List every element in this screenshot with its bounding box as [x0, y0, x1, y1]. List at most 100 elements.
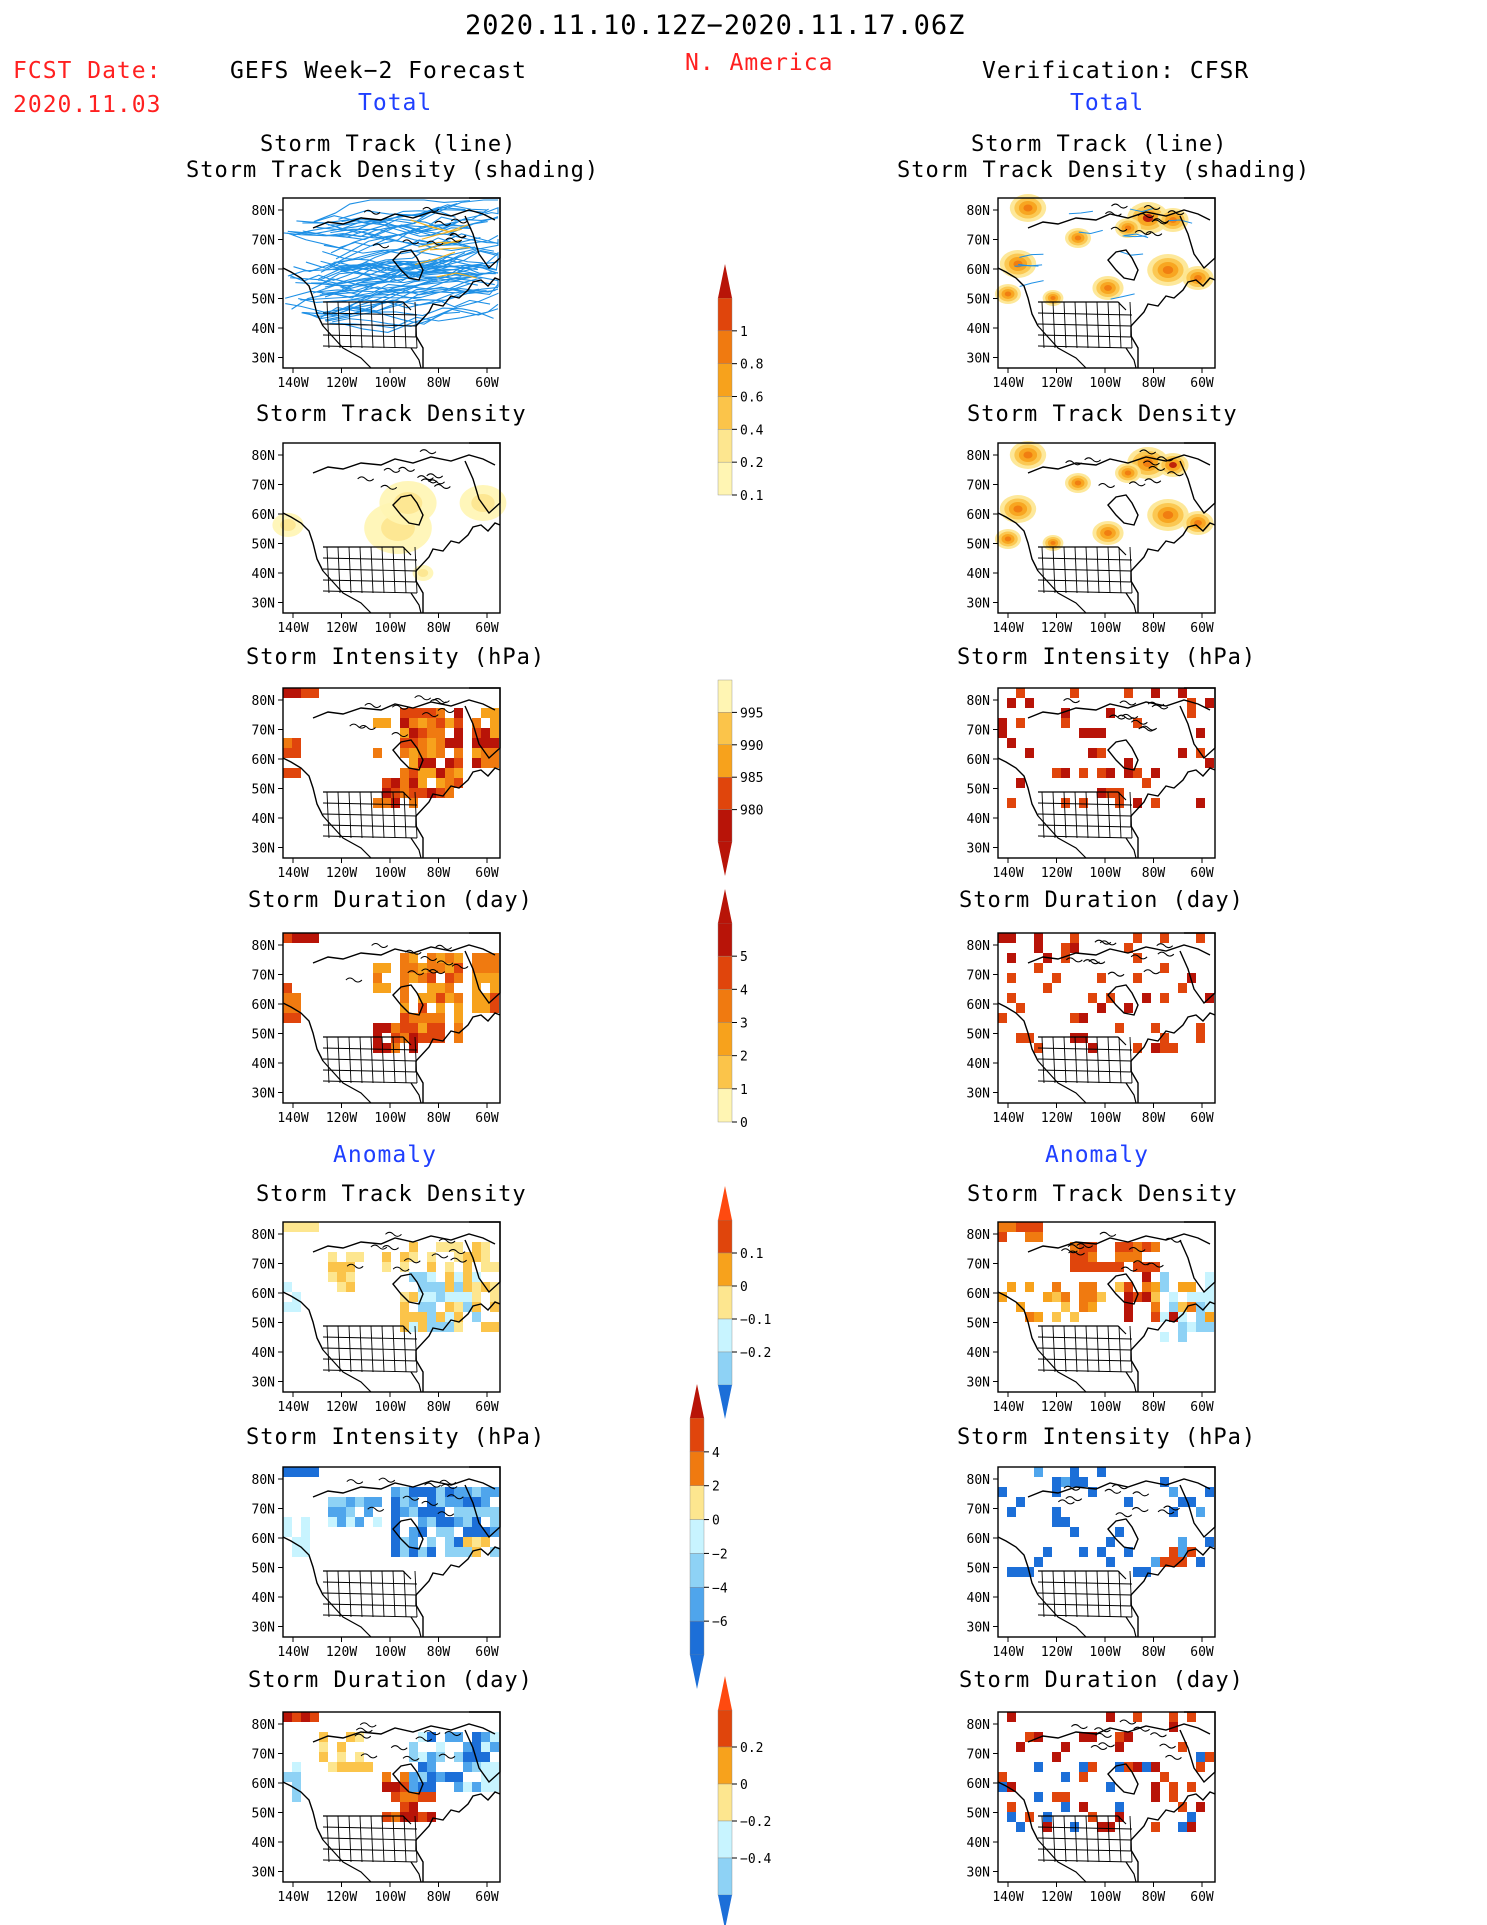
panel-r1-cfsr-hudson-bay [1107, 494, 1139, 526]
panel-r6-gefs-cell-37 [418, 1812, 427, 1822]
panel-r4-cfsr-cell-8 [1070, 1242, 1079, 1252]
panel-r4-gefs-cell-0 [283, 1222, 292, 1232]
panel-r2-cfsr-cell-45 [1061, 718, 1070, 728]
panel-r1-gefs-lon-label-1: 120W [326, 621, 357, 636]
panel-r4-gefs-cell-97 [463, 1302, 472, 1312]
intensity-total-arrow-bottom [718, 842, 732, 876]
panel-r2-gefs-cell-31 [454, 728, 463, 738]
panel-r3-gefs-island-7 [420, 956, 438, 962]
intensity-total-seg-1 [717, 712, 733, 746]
intensity-total-seg-4 [717, 809, 733, 843]
panel-r4-gefs-cell-21 [472, 1242, 481, 1252]
colorbar-density-anom: 0.1 0 −0.1 −0.2 [717, 1186, 771, 1419]
panel-r3-gefs-cell-86 [400, 1023, 409, 1033]
panel-r2-cfsr-island-1 [1131, 719, 1148, 725]
panel-r3-cfsr-state-v-1 [1052, 1036, 1056, 1084]
density-anom-arrow-top [718, 1186, 732, 1220]
panel-r6-cfsr-island-6 [1150, 1732, 1167, 1738]
panel-r4-cfsr-cell-94 [1196, 1322, 1205, 1332]
panel-r0-gefs-hltrack-6 [436, 272, 477, 279]
panel-r4-gefs-island-8 [450, 1257, 467, 1263]
panel-r5-gefs-mexico [322, 1594, 372, 1638]
panel-r6-cfsr-cell-28 [1151, 1792, 1160, 1802]
panel-r1-gefs-island-4 [357, 476, 375, 482]
panel-r4-gefs-cell-2 [301, 1222, 310, 1232]
panel-r6-gefs-cell-80 [481, 1782, 490, 1792]
panel-r5-cfsr-lat-label-3: 50N [967, 1562, 990, 1577]
panel-r5-cfsr-cell-19 [1097, 1467, 1106, 1477]
panel-r6-cfsr-cell-18 [1034, 1732, 1043, 1742]
panel-r5-gefs-cell-64 [436, 1527, 445, 1537]
panel-r1-gefs-lat-label-5: 30N [252, 597, 275, 612]
panel-r5-cfsr-lat-label-1: 70N [967, 1503, 990, 1518]
panel-r2-cfsr-cell-23 [1025, 698, 1034, 708]
density-total-seg-3 [717, 396, 733, 430]
panel-r5-gefs-island-9 [439, 1479, 457, 1485]
panel-r2-gefs-cell-49 [454, 758, 463, 768]
panel-r5-cfsr-cell-37 [1205, 1487, 1214, 1497]
panel-r3-cfsr-island-7 [1065, 957, 1083, 963]
panel-r5-cfsr-cell-6 [1052, 1487, 1061, 1497]
panel-r4-gefs-cell-108 [292, 1302, 301, 1312]
panel-r4-gefs-state-h-1 [322, 1347, 418, 1351]
intensity-total-seg-0 [717, 679, 733, 713]
panel-r2-gefs-cell-18 [454, 708, 463, 718]
panel-r3-cfsr-arctic-coastline [1027, 944, 1211, 964]
panel-r2-cfsr-cell-1 [1016, 718, 1025, 728]
panel-r6-cfsr-cell-68 [1007, 1812, 1016, 1822]
panel-r5-cfsr-cell-28 [1052, 1507, 1061, 1517]
panel-r5-cfsr-cell-29 [1088, 1487, 1097, 1497]
panel-r0-cfsr-lon-label-1: 120W [1041, 376, 1072, 391]
panel-r2-gefs-cell-1 [292, 688, 301, 698]
panel-r5-cfsr-cell-30 [1124, 1497, 1133, 1507]
panel-r6-gefs-cell-36 [409, 1812, 418, 1822]
panel-r6-gefs-state-h-1 [322, 1837, 418, 1841]
panel-r0-cfsr-density-blob-1-3 [1142, 214, 1154, 222]
panel-r3-cfsr-lat-label-3: 50N [967, 1028, 990, 1043]
panel-r6-cfsr-cell-16 [1169, 1712, 1178, 1722]
panel-r0-gefs-state-h-3 [322, 345, 418, 349]
panel-r6-gefs-border-line [323, 1815, 412, 1825]
panel-r5-gefs-arctic-coastline [312, 1478, 496, 1498]
panel-r3-gefs-state-h-3 [322, 1080, 418, 1084]
panel-r6-cfsr-cell-67 [1196, 1752, 1205, 1762]
panel-r0-gefs-track-63 [287, 253, 452, 277]
panel-r0-gefs-island-1 [402, 239, 420, 245]
panel-r6-cfsr-state-v-0 [1041, 1815, 1045, 1863]
panel-r4-cfsr-island-7 [1068, 1250, 1085, 1256]
panel-r3-cfsr-cell-41 [1196, 1023, 1205, 1033]
panel-r3-cfsr-island-5 [1156, 943, 1174, 949]
panel-r4-gefs-frame [282, 1221, 501, 1393]
panel-r1-gefs-island-3 [419, 449, 437, 455]
panel-r2-cfsr-cell-49 [1151, 798, 1160, 808]
panel-title-density-right: Storm Track Density [967, 402, 1238, 427]
panel-r3-cfsr-cell-15 [1007, 993, 1016, 1003]
panel-r6-cfsr-lat-label-0: 80N [967, 1718, 990, 1733]
panel-r2-cfsr-cell-46 [1196, 798, 1205, 808]
panel-r6-gefs-cell-12 [328, 1762, 337, 1772]
panel-r3-cfsr-lon-label-4: 60W [1190, 1111, 1214, 1126]
panel-r6-gefs-cell-55 [436, 1752, 445, 1762]
panel-r3-gefs-cell-84 [382, 1023, 391, 1033]
panel-r2-gefs-lon-label-2: 100W [374, 866, 405, 881]
panel-r4-cfsr-state-v-0 [1041, 1325, 1045, 1373]
panel-r0-cfsr-density-blob-8-3 [1074, 235, 1082, 241]
panel-r4-cfsr-cell-61 [1034, 1312, 1043, 1322]
panel-r3-cfsr-lat-label-1: 70N [967, 969, 990, 984]
panel-r2-cfsr-state-v-8 [1129, 791, 1133, 839]
panel-r3-cfsr-state-h-0 [1037, 1047, 1133, 1051]
panel-r2-cfsr-island-9 [1119, 700, 1137, 706]
panel-r5-cfsr-state-v-6 [1107, 1570, 1111, 1618]
panel-r2-gefs-cell-63 [418, 788, 427, 798]
panel-r1-gefs-state-lines [322, 546, 418, 594]
panel-r2-gefs-cell-59 [436, 778, 445, 788]
panel-r3-cfsr-cell-36 [1070, 1013, 1079, 1023]
panel-r5-gefs-island-2 [367, 1506, 385, 1512]
panel-r5-gefs-cell-90 [301, 1517, 310, 1527]
panel-r4-gefs-state-h-3 [322, 1369, 418, 1373]
panel-r2-gefs-cell-44 [454, 748, 463, 758]
panel-r2-gefs-cell-9 [283, 748, 292, 758]
panel-r3-gefs-west-coastline [282, 1002, 324, 1062]
